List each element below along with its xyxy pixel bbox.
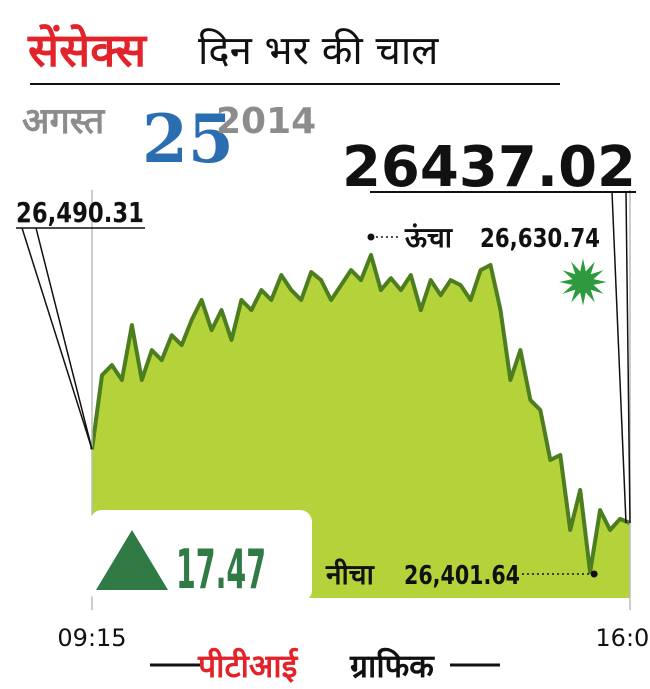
- leader-line: [611, 191, 627, 524]
- x-tick-label: 16:00: [595, 624, 650, 652]
- high-label: 26,630.74: [480, 224, 600, 254]
- star-icon: [556, 255, 610, 309]
- close-value: 26437.02: [342, 135, 636, 200]
- low-word: नीचा: [325, 558, 376, 591]
- date-year: 2014: [216, 101, 316, 142]
- low-label: 26,401.64: [404, 561, 520, 591]
- x-tick-label: 09:15: [57, 624, 126, 652]
- leader-line: [21, 227, 93, 450]
- chart-title: सेंसेक्स: [27, 23, 148, 77]
- line: [90, 253, 631, 574]
- date-month: अगस्त: [22, 101, 106, 142]
- footer-source: पीटीआई: [197, 647, 299, 685]
- date-day: 25: [142, 100, 234, 178]
- point-marker: [590, 570, 598, 578]
- leader-line: [625, 191, 631, 524]
- chart-subtitle: दिन भर की चाल: [198, 28, 439, 74]
- change-value: 17.47: [176, 538, 266, 601]
- high-word: ऊंचा: [404, 221, 454, 254]
- footer-kind: ग्राफिक: [349, 647, 435, 685]
- up-triangle: [96, 530, 168, 590]
- open-label: 26,490.31: [16, 196, 144, 229]
- leader-line: [35, 227, 93, 450]
